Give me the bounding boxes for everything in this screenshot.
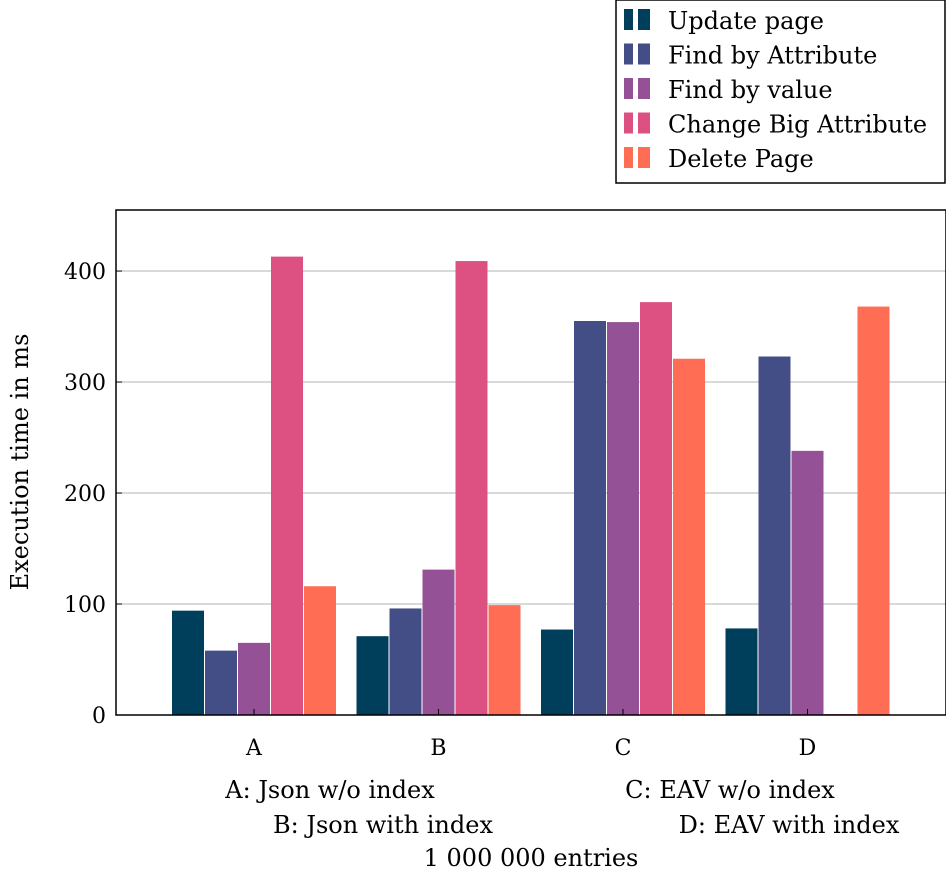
x-tick-label: B	[430, 736, 446, 761]
bar	[640, 302, 672, 715]
legend-swatch	[638, 147, 650, 168]
bar	[607, 322, 639, 715]
bar	[673, 358, 705, 715]
bar	[758, 356, 791, 715]
y-tick-label: 100	[64, 593, 106, 618]
bar	[725, 628, 758, 715]
legend-swatch	[638, 43, 650, 65]
bar	[304, 586, 336, 715]
x-tick-label: D	[799, 736, 817, 761]
legend-swatch	[638, 9, 650, 30]
legend-label: Change Big Attribute	[668, 111, 927, 139]
legend-swatch	[624, 78, 633, 99]
legend-frame	[615, 0, 946, 184]
bar	[488, 605, 521, 715]
caption-a: A: Json w/o index	[224, 776, 435, 804]
caption-entries: 1 000 000 entries	[424, 844, 639, 872]
y-axis-title: Execution time in ms	[6, 334, 34, 591]
caption-c: C: EAV w/o index	[625, 776, 835, 804]
x-tick-label: A	[245, 736, 263, 761]
captions: A: Json w/o index C: EAV w/o index B: Js…	[224, 776, 900, 872]
caption-d: D: EAV with index	[679, 811, 900, 839]
bar	[541, 629, 573, 715]
caption-b: B: Json with index	[273, 811, 493, 839]
bar	[574, 320, 606, 715]
legend-label: Find by Attribute	[668, 42, 877, 70]
bar	[238, 642, 270, 715]
legend-swatch	[638, 112, 650, 134]
bar	[172, 610, 204, 715]
bar	[205, 650, 237, 715]
bar	[271, 256, 303, 715]
x-axis: A B C D	[245, 709, 816, 761]
y-tick-label: 300	[64, 371, 106, 396]
x-tick-label: C	[615, 736, 632, 761]
bar	[455, 261, 488, 715]
legend-label: Find by value	[668, 76, 833, 104]
y-tick-label: 400	[64, 260, 106, 285]
legend-swatch	[624, 9, 633, 30]
legend: Update page Find by Attribute Find by valu…	[615, 0, 946, 184]
plot-area-frame	[115, 209, 946, 716]
bar	[356, 636, 389, 715]
bar	[389, 608, 422, 715]
legend-swatch	[624, 43, 633, 65]
y-tick-label: 0	[92, 704, 106, 729]
legend-swatch	[624, 147, 633, 168]
legend-swatch	[638, 78, 650, 99]
bar	[857, 306, 890, 715]
legend-label: Delete Page	[668, 145, 814, 173]
y-axis: 0 100 200 300 400	[64, 260, 122, 729]
legend-swatch	[624, 112, 633, 134]
bar	[791, 450, 824, 715]
y-tick-label: 200	[64, 482, 106, 507]
bars	[172, 256, 890, 715]
bar	[422, 569, 455, 715]
legend-label: Update page	[668, 7, 824, 35]
